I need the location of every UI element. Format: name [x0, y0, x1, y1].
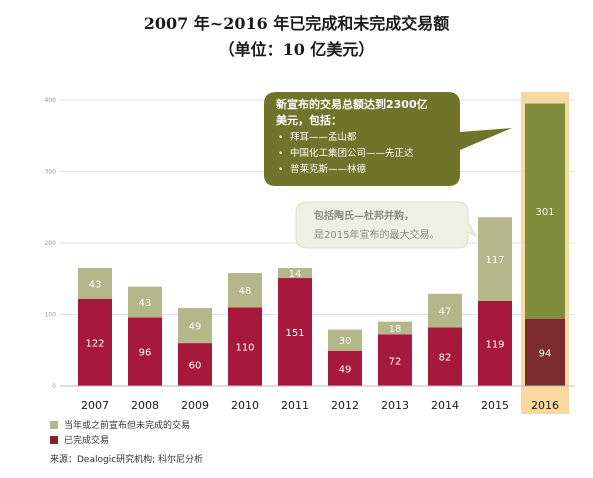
bar-label-pending: 49 — [189, 322, 202, 333]
bar-label-pending: 14 — [289, 269, 302, 280]
bar-completed — [378, 334, 412, 386]
bar-pending — [378, 321, 412, 335]
legend-swatch-pending — [50, 420, 58, 429]
chart-subtitle: （单位：10 亿美元） — [218, 40, 375, 59]
y-tick-label: 100 — [45, 312, 57, 319]
legend-item-pending: 当年或之前宣布但未完成的交易 — [50, 418, 190, 431]
bar-label-completed: 72 — [389, 356, 402, 367]
bar-completed — [428, 327, 462, 386]
callout-2016-bullet: 普莱克斯——林德 — [290, 163, 367, 175]
bar-label-completed: 82 — [439, 353, 452, 364]
bar-pending — [128, 286, 162, 318]
bar-label-pending: 18 — [389, 324, 402, 335]
bar-completed — [328, 350, 362, 386]
legend-label-pending: 当年或之前宣布但未完成的交易 — [64, 421, 191, 431]
callout-bullet-dot: • — [278, 133, 283, 143]
y-tick-label: 0 — [52, 383, 56, 390]
callout-2016-line1: 新宣布的交易总额达到2300亿 — [276, 97, 428, 111]
bar-label-pending: 117 — [485, 255, 504, 266]
bar-pending — [428, 293, 462, 328]
bar-completed — [278, 278, 312, 386]
bar-completed — [128, 317, 162, 386]
bar-label-completed: 49 — [339, 364, 352, 375]
bar-label-completed: 151 — [285, 328, 304, 339]
callout-bullet-dot: • — [278, 149, 283, 159]
x-tick-label: 2014 — [431, 399, 459, 412]
bar-label-completed: 96 — [139, 348, 152, 359]
callout-2016-line2: 美元，包括： — [276, 113, 342, 127]
bar-label-pending: 47 — [439, 307, 452, 318]
bar-label-completed: 122 — [85, 338, 104, 349]
bar-completed — [525, 318, 565, 386]
y-tick-label: 300 — [45, 169, 57, 176]
bar-pending — [328, 329, 362, 351]
y-tick-label: 400 — [45, 97, 57, 104]
bar-label-pending: 301 — [535, 207, 554, 218]
bar-pending — [178, 308, 212, 344]
bar-completed — [478, 300, 512, 386]
y-tick-label: 200 — [45, 240, 57, 247]
legend-item-completed: 已完成交易 — [50, 433, 109, 446]
bar-label-completed: 60 — [189, 361, 202, 372]
callout-2015-line1: 包括陶氏—杜邦并购， — [314, 209, 414, 222]
callout-bubble-2015 — [295, 201, 478, 249]
x-tick-label: 2012 — [331, 399, 359, 412]
bar-pending — [478, 217, 512, 301]
bar-completed — [78, 298, 112, 386]
x-tick-label: 2011 — [281, 399, 309, 412]
x-tick-label: 2015 — [481, 399, 509, 412]
bar-label-completed: 119 — [485, 339, 504, 350]
bar-pending — [278, 268, 312, 279]
x-tick-label: 2010 — [231, 399, 259, 412]
legend-swatch-completed — [50, 435, 58, 444]
callout-bullet-dot: • — [278, 165, 283, 175]
bar-completed — [178, 343, 212, 386]
bar-label-pending: 30 — [339, 336, 352, 347]
legend-label-completed: 已完成交易 — [64, 436, 110, 446]
bar-pending — [525, 103, 565, 319]
bar-label-pending: 43 — [139, 298, 152, 309]
bar-label-pending: 48 — [239, 286, 252, 297]
bar-pending — [78, 268, 112, 299]
x-tick-label: 2007 — [81, 399, 109, 412]
bar-label-completed: 94 — [539, 348, 552, 359]
x-tick-label: 2009 — [181, 399, 209, 412]
bar-pending — [228, 273, 262, 308]
x-tick-label: 2008 — [131, 399, 159, 412]
callout-bubble-2016 — [264, 92, 512, 186]
chart-title: 2007 年~2016 年已完成和未完成交易额 — [143, 14, 450, 33]
bar-completed — [228, 307, 262, 386]
bar-label-completed: 110 — [235, 343, 254, 354]
x-tick-label: 2013 — [381, 399, 409, 412]
callout-2015-line2: 是2015年宣布的最大交易。 — [314, 228, 439, 241]
bar-label-pending: 43 — [89, 279, 102, 290]
callout-2016-bullet: 拜耳——孟山都 — [290, 132, 357, 143]
x-tick-label: 2016 — [531, 399, 559, 412]
callout-2016-bullet: 中国化工集团公司——先正达 — [290, 147, 414, 159]
source-note: 来源：Dealogic研究机构; 科尔尼分析 — [50, 455, 204, 465]
